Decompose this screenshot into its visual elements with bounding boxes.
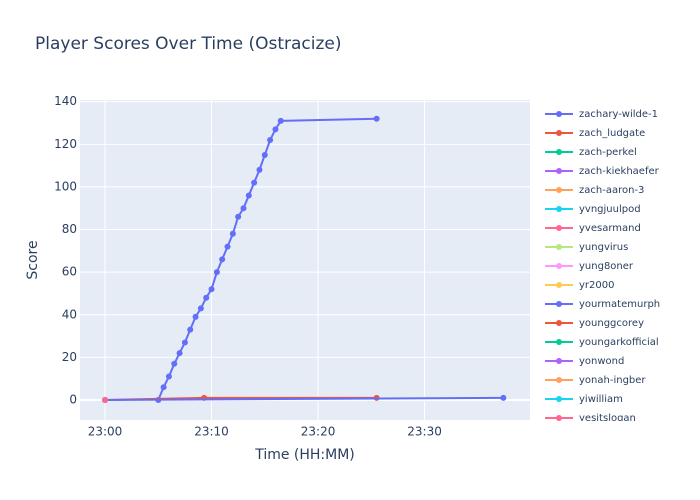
- legend-label: yonwond: [579, 356, 624, 367]
- data-point: [245, 192, 252, 199]
- y-axis-title: Score: [25, 240, 41, 279]
- legend-label: yung8oner: [579, 261, 634, 272]
- legend-label: zach-perkel: [579, 147, 637, 158]
- legend-label: younggcorey: [579, 318, 644, 329]
- data-point: [256, 166, 263, 173]
- data-point: [160, 384, 167, 391]
- data-point: [171, 360, 178, 367]
- legend-marker: [556, 206, 562, 212]
- legend-marker: [556, 111, 562, 117]
- data-point: [373, 115, 380, 122]
- legend-label: zach-aaron-3: [579, 185, 644, 196]
- x-tick-label: 23:10: [194, 425, 229, 439]
- data-point: [197, 305, 204, 312]
- legend-label: yonah-ingber: [579, 375, 646, 386]
- y-tick-label: 60: [62, 265, 77, 279]
- legend-marker: [556, 415, 562, 421]
- legend-label: youngarkofficial: [579, 337, 659, 348]
- x-tick-label: 23:00: [88, 425, 123, 439]
- legend-marker: [556, 320, 562, 326]
- chart-title: Player Scores Over Time (Ostracize): [35, 34, 342, 54]
- data-point: [267, 137, 274, 144]
- plot-area: [80, 100, 530, 420]
- grid: [80, 100, 530, 420]
- data-point: [229, 230, 236, 237]
- data-point: [165, 373, 172, 380]
- data-point: [224, 243, 231, 250]
- legend-marker: [556, 263, 562, 269]
- data-point: [203, 294, 210, 301]
- y-tick-label: 40: [62, 307, 77, 321]
- legend-label: yungvirus: [579, 242, 628, 253]
- data-point: [277, 117, 284, 124]
- legend-marker: [556, 358, 562, 364]
- data-point: [213, 269, 220, 276]
- legend-label: zach_ludgate: [579, 128, 645, 139]
- legend-marker: [556, 396, 562, 402]
- legend-label: yr2000: [579, 280, 614, 291]
- legend-label: yiwilliam: [579, 394, 623, 405]
- y-tick-label: 0: [69, 392, 77, 406]
- legend-marker: [556, 130, 562, 136]
- data-point: [181, 339, 188, 346]
- legend-marker: [556, 149, 562, 155]
- legend-label: zachary-wilde-1: [579, 109, 658, 120]
- legend-marker: [556, 244, 562, 250]
- y-tick-label: 120: [54, 137, 77, 151]
- data-point: [176, 350, 183, 357]
- data-point: [192, 313, 199, 320]
- data-point: [251, 179, 258, 186]
- legend-marker: [556, 187, 562, 193]
- legend-label: zach-kiekhaefer: [579, 166, 660, 177]
- y-tick-label: 80: [62, 222, 77, 236]
- legend-label: yesitslogan: [579, 413, 636, 424]
- legend-marker: [556, 168, 562, 174]
- data-point: [240, 205, 247, 212]
- data-point: [261, 151, 268, 158]
- data-point: [272, 126, 279, 133]
- data-point: [219, 256, 226, 263]
- data-point: [187, 326, 194, 333]
- legend-label: yvngjuulpod: [579, 204, 641, 215]
- plot: [102, 115, 507, 403]
- data-point: [102, 396, 109, 403]
- data-point: [208, 286, 215, 293]
- data-point: [235, 213, 242, 220]
- legend-label: yvesarmand: [579, 223, 641, 234]
- legend-label: yourmatemurph: [579, 299, 660, 310]
- legend-marker: [556, 282, 562, 288]
- legend-marker: [556, 377, 562, 383]
- y-tick-label: 20: [62, 350, 77, 364]
- legend-marker: [556, 339, 562, 345]
- x-tick-label: 23:30: [407, 425, 442, 439]
- x-axis-title: Time (HH:MM): [254, 447, 355, 463]
- x-tick-label: 23:20: [301, 425, 336, 439]
- series-line: [105, 396, 504, 401]
- legend-marker: [556, 225, 562, 231]
- y-tick-label: 140: [54, 94, 77, 108]
- legend: zachary-wilde-1 zach_ludgate zach-perkel za…: [545, 109, 660, 424]
- legend-marker: [556, 301, 562, 307]
- data-point: [500, 394, 507, 401]
- y-tick-label: 100: [54, 179, 77, 193]
